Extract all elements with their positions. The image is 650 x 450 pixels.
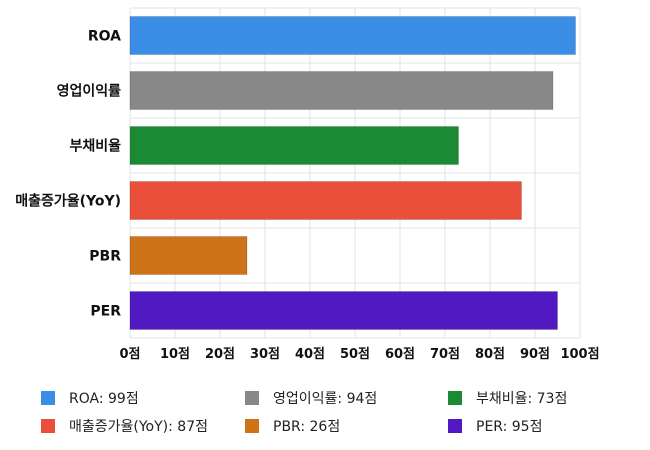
legend-swatch bbox=[245, 391, 259, 405]
bar bbox=[129, 71, 554, 110]
legend: ROA: 99점 영업이익률: 94점 부채비율: 73점 매출증가율(YoY)… bbox=[0, 388, 650, 448]
x-tick-label: 80점 bbox=[475, 347, 505, 362]
bar bbox=[129, 181, 522, 220]
x-tick-label: 40점 bbox=[295, 347, 325, 362]
legend-item-roa: ROA: 99점 bbox=[41, 388, 139, 408]
legend-item-debt-ratio: 부채비율: 73점 bbox=[448, 388, 567, 408]
x-tick-label: 0점 bbox=[119, 347, 140, 362]
x-tick-label: 90점 bbox=[520, 347, 550, 362]
x-tick-label: 70점 bbox=[430, 347, 460, 362]
bar bbox=[129, 16, 576, 55]
category-label: 매출증가율(YoY) bbox=[15, 193, 121, 210]
bar bbox=[129, 236, 248, 275]
category-label: 영업이익률 bbox=[57, 83, 122, 100]
category-label: PER bbox=[90, 304, 121, 320]
bar bbox=[129, 126, 459, 165]
x-tick-label: 100점 bbox=[560, 347, 599, 362]
legend-label: PBR: 26점 bbox=[273, 419, 341, 435]
legend-item-pbr: PBR: 26점 bbox=[245, 416, 340, 436]
legend-swatch bbox=[448, 391, 462, 405]
legend-label: 매출증가율(YoY): 87점 bbox=[69, 419, 208, 435]
legend-swatch bbox=[245, 419, 259, 433]
legend-label: 영업이익률: 94점 bbox=[273, 391, 378, 407]
legend-swatch bbox=[41, 419, 55, 433]
x-tick-label: 30점 bbox=[250, 347, 280, 362]
category-label: 부채비율 bbox=[69, 138, 121, 155]
category-label: ROA bbox=[88, 29, 121, 45]
bars bbox=[129, 16, 576, 330]
x-tick-label: 20점 bbox=[205, 347, 235, 362]
x-tick-label: 10점 bbox=[160, 347, 190, 362]
x-tick-label: 60점 bbox=[385, 347, 415, 362]
legend-swatch bbox=[448, 419, 462, 433]
legend-item-per: PER: 95점 bbox=[448, 416, 542, 436]
x-tick-label: 50점 bbox=[340, 347, 370, 362]
legend-item-sales-growth: 매출증가율(YoY): 87점 bbox=[41, 416, 208, 436]
x-axis-tick-labels: 0점 10점 20점 30점 40점 50점 60점 70점 80점 90점 100점 bbox=[119, 347, 599, 362]
legend-item-operating-margin: 영업이익률: 94점 bbox=[245, 388, 377, 408]
legend-swatch bbox=[41, 391, 55, 405]
category-label: PBR bbox=[89, 249, 121, 265]
legend-label: PER: 95점 bbox=[476, 419, 543, 435]
legend-label: 부채비율: 73점 bbox=[476, 391, 568, 407]
bar bbox=[129, 291, 558, 330]
legend-label: ROA: 99점 bbox=[69, 391, 139, 407]
grid-lines bbox=[129, 7, 581, 339]
